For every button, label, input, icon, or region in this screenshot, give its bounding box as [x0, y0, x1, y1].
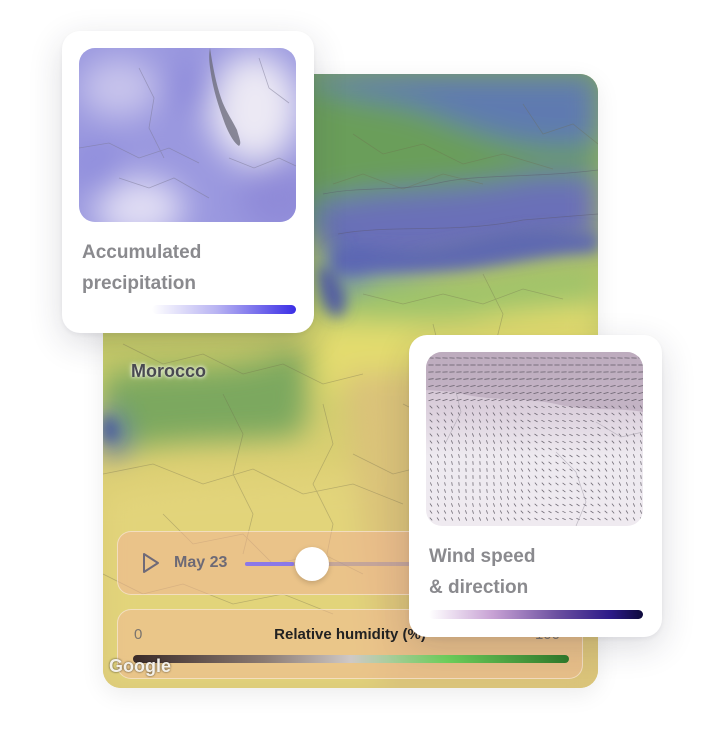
wind-thumbnail [426, 352, 643, 526]
wind-title: Wind speed & direction [429, 546, 536, 598]
play-icon[interactable] [138, 551, 162, 575]
wind-color-scale [429, 610, 643, 619]
legend-title: Relative humidity (%) [274, 626, 426, 643]
time-slider[interactable] [245, 547, 515, 581]
map-logo: Google [109, 656, 171, 676]
precipitation-thumbnail [79, 48, 296, 222]
precipitation-card[interactable]: Accumulated precipitation [62, 31, 314, 333]
precipitation-color-scale [152, 305, 296, 314]
date-label: May 23 [174, 554, 228, 571]
time-slider-fill [245, 562, 294, 566]
time-slider-thumb[interactable] [294, 547, 329, 581]
precipitation-title: Accumulated precipitation [82, 242, 202, 294]
wind-card[interactable]: Wind speed & direction [409, 335, 662, 637]
legend-min: 0 [134, 626, 143, 643]
humidity-color-scale [133, 655, 569, 663]
country-label: Morocco [131, 361, 207, 381]
